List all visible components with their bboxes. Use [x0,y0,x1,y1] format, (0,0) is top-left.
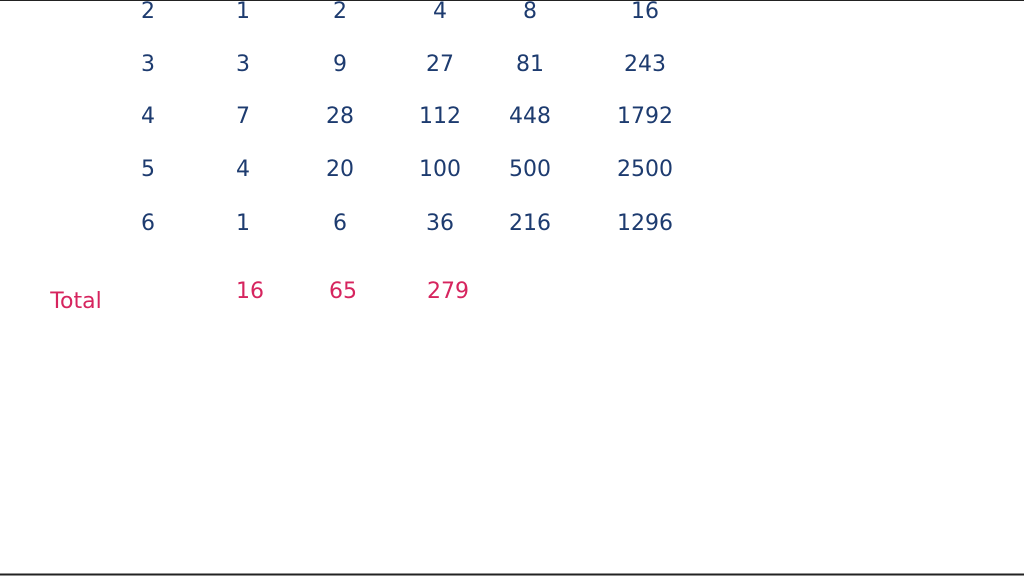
table-cell: 2500 [617,157,673,182]
table-cell: 1 [236,211,250,236]
table-cell: 81 [516,52,544,77]
table-cell: 16 [631,0,659,24]
table-cell: 5 [141,157,155,182]
table-cell: 36 [426,211,454,236]
table-cell: 20 [326,157,354,182]
table-cell: 9 [333,52,347,77]
table-cell: 4 [236,157,250,182]
total-value: 279 [427,279,469,304]
table-cell: 6 [141,211,155,236]
table-cell: 100 [419,157,461,182]
total-label: Total [49,289,101,314]
table-cell: 448 [509,104,551,129]
table-cell: 8 [523,0,537,24]
total-value: 16 [236,279,264,304]
table-cell: 3 [236,52,250,77]
table-cell: 500 [509,157,551,182]
table-cell: 112 [419,104,461,129]
table-cell: 3 [141,52,155,77]
table-cell: 28 [326,104,354,129]
table-cell: 1296 [617,211,673,236]
table-cell: 216 [509,211,551,236]
table-cell: 1792 [617,104,673,129]
table-cell: 2 [333,0,347,24]
table-cell: 1 [236,0,250,24]
table-cell: 4 [141,104,155,129]
table-cell: 6 [333,211,347,236]
table-cell: 243 [624,52,666,77]
total-value: 65 [329,279,357,304]
table-cell: 27 [426,52,454,77]
table-cell: 2 [141,0,155,24]
table-cell: 4 [433,0,447,24]
table-cell: 7 [236,104,250,129]
